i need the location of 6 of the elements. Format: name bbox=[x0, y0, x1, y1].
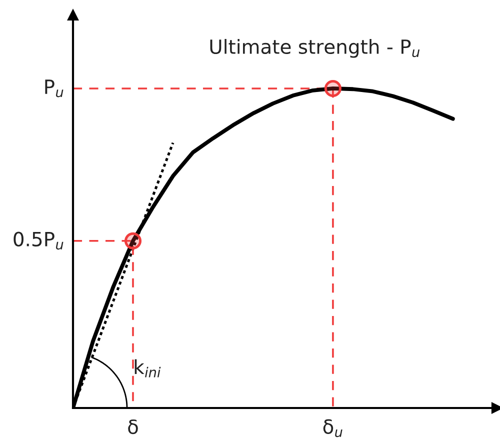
x-tick-label: δ$_{u}$ bbox=[323, 419, 342, 438]
text: Ultimate strength - P$_{u}$ bbox=[210, 38, 420, 58]
annotation: k$_{ini}$ bbox=[134, 359, 161, 378]
annotation: 0.5P$_{u}$ bbox=[14, 232, 64, 250]
x-tick-label: δ bbox=[128, 419, 138, 434]
annotation: P$_{u}$ bbox=[45, 80, 64, 98]
